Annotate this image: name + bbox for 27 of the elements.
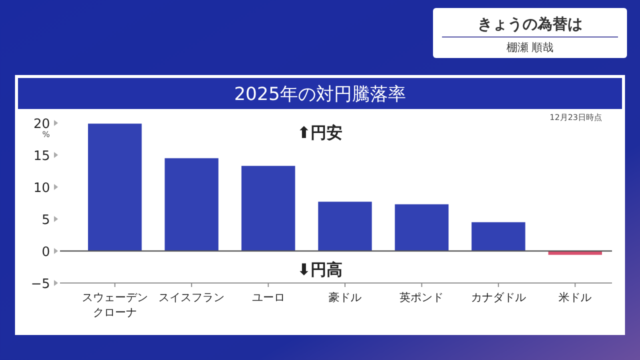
y-tick-label: 15	[33, 149, 50, 164]
y-axis-title: %	[42, 130, 50, 139]
x-tick-label: 豪ドル	[328, 291, 362, 304]
chart-title: 2025年の対円騰落率	[234, 84, 406, 105]
y-tick-label: −5	[30, 277, 50, 292]
x-tick-label: ユーロ	[252, 291, 285, 304]
bar	[241, 166, 296, 251]
x-tick-label: スウェーデンクローナ	[82, 291, 148, 319]
x-tick-label: カナダドル	[470, 291, 526, 304]
text: きょうの為替は	[478, 15, 582, 33]
bar	[548, 251, 602, 255]
text: 12月23日時点	[550, 113, 602, 122]
x-tick-label: 米ドル	[558, 291, 592, 304]
y-tick-label: 5	[42, 213, 50, 228]
bar	[88, 124, 142, 251]
x-tick-label: スイスフラン	[158, 291, 225, 304]
bar	[318, 202, 372, 251]
y-tick-label: 0	[42, 245, 50, 260]
text: 棚瀬 順哉	[506, 41, 554, 54]
bar	[394, 204, 449, 251]
y-tick-label: 10	[33, 181, 50, 196]
bar	[472, 222, 526, 251]
y-tick-label: 20	[33, 117, 50, 132]
annotation: ⬆円安	[297, 123, 343, 142]
annotation: ⬇円高	[297, 260, 343, 279]
x-tick-label: 英ポンド	[400, 291, 444, 304]
bar	[164, 158, 218, 251]
